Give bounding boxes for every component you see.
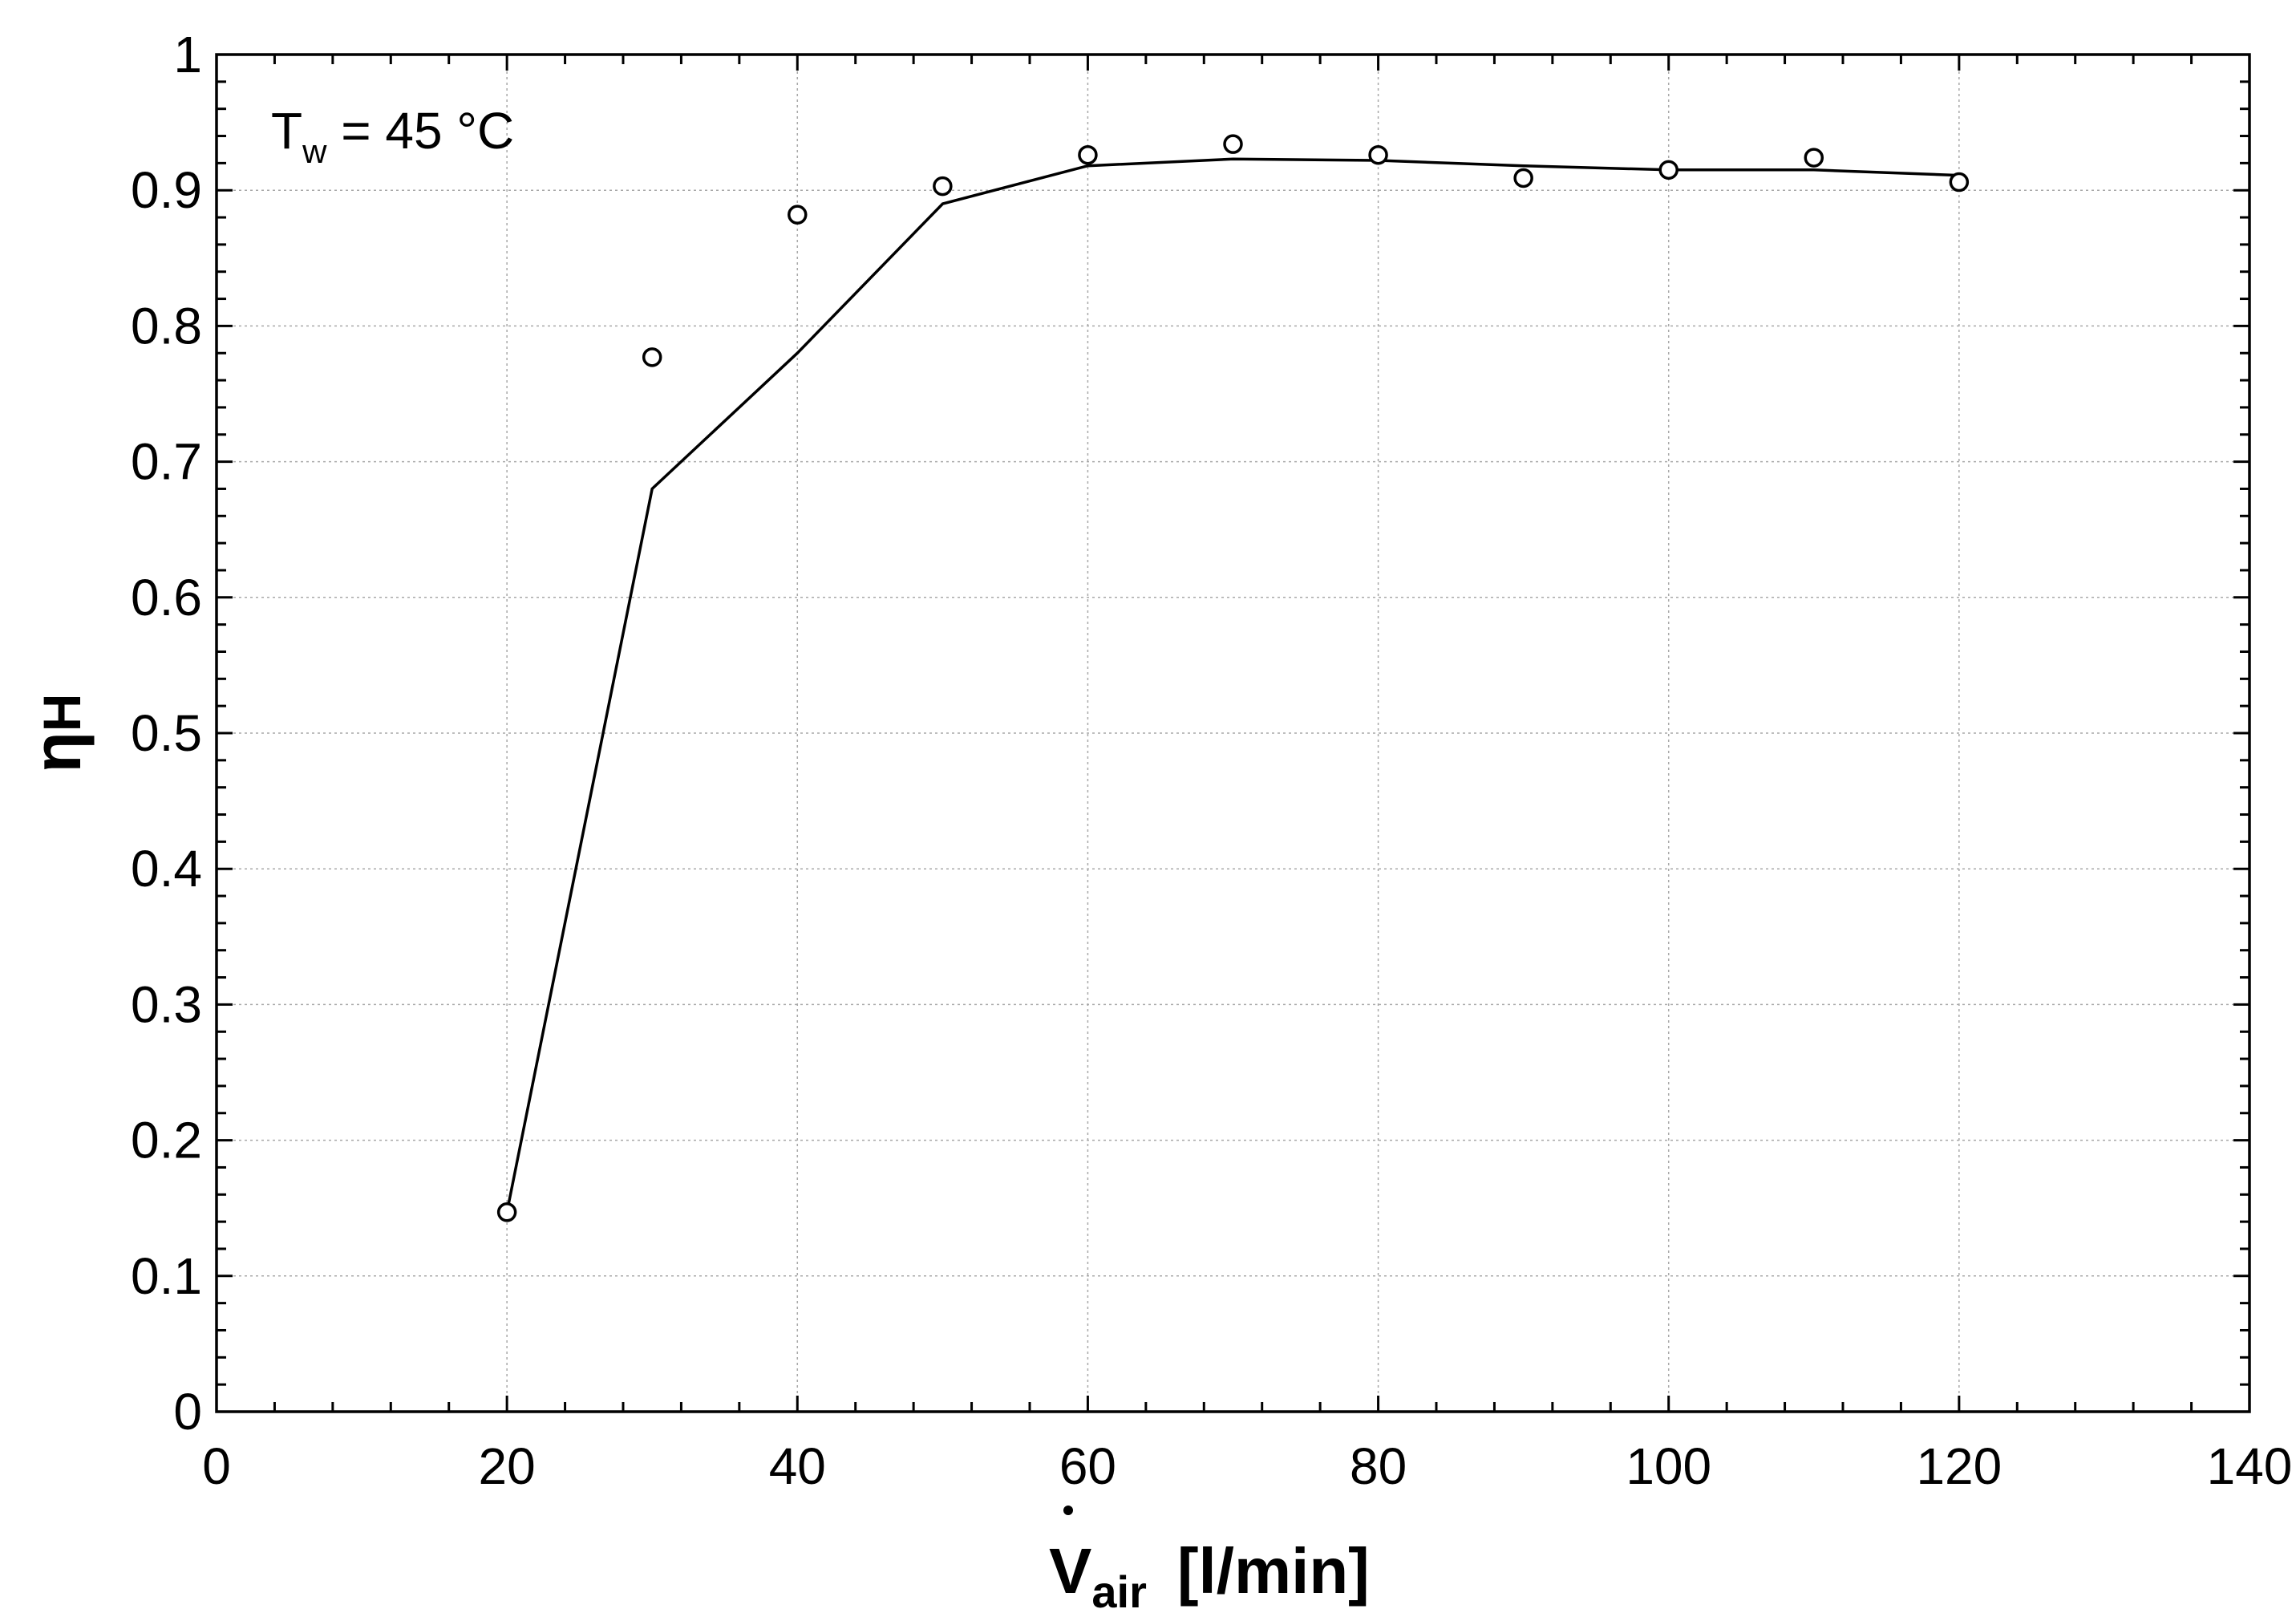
data-point [1804, 148, 1824, 168]
plot-frame [215, 53, 2251, 1413]
y-tick-label: 0 [173, 1383, 202, 1441]
x-tick-label: 120 [1916, 1437, 2002, 1495]
x-tick-label: 60 [1059, 1437, 1116, 1495]
x-tick-label: 20 [479, 1437, 536, 1495]
flow-rate-dot-accent [1063, 1506, 1073, 1515]
data-point [642, 347, 662, 367]
x-tick-label: 0 [202, 1437, 231, 1495]
y-tick-labels: 0 0.1 0.2 0.3 0.4 0.5 0.6 0.7 0.8 0.9 1 [131, 26, 202, 1441]
data-markers [496, 134, 1970, 1222]
minor-ticks [215, 53, 2251, 1413]
temperature-annotation: Tw = 45 °C [271, 102, 514, 170]
x-tick-label: 140 [2207, 1437, 2293, 1495]
y-tick-label: 0.9 [131, 161, 202, 219]
fit-line-layer [505, 157, 1959, 1213]
data-point [1658, 160, 1678, 180]
svg-text:ηH: ηH [19, 694, 95, 773]
y-tick-label: 0.1 [131, 1247, 202, 1305]
x-tick-label: 40 [769, 1437, 826, 1495]
data-point [1949, 172, 1970, 193]
y-axis-label: ηH [19, 694, 95, 773]
y-tick-label: 1 [173, 26, 202, 83]
x-axis-label: Vair [l/min] [1049, 1506, 1370, 1613]
data-point [1513, 168, 1533, 188]
data-point [1223, 134, 1243, 154]
y-tick-label: 0.5 [131, 704, 202, 762]
data-point [1368, 144, 1388, 165]
data-point [1078, 144, 1098, 165]
data-point [496, 1202, 517, 1222]
y-tick-label: 0.4 [131, 840, 202, 898]
data-point [788, 205, 808, 225]
y-tick-label: 0.7 [131, 433, 202, 491]
data-point [933, 176, 953, 197]
y-tick-label: 0.6 [131, 569, 202, 626]
x-tick-label: 100 [1626, 1437, 1711, 1495]
x-tick-label: 80 [1350, 1437, 1407, 1495]
y-tick-label: 0.2 [131, 1112, 202, 1169]
y-tick-label: 0.8 [131, 297, 202, 355]
y-tick-label: 0.3 [131, 975, 202, 1033]
svg-text:Vair[l/min]: Vair [l/min] [1049, 1535, 1370, 1613]
fit-line [505, 157, 1959, 1213]
x-tick-labels: 0 20 40 60 80 100 120 140 [202, 1437, 2292, 1495]
grid [217, 55, 2249, 1412]
